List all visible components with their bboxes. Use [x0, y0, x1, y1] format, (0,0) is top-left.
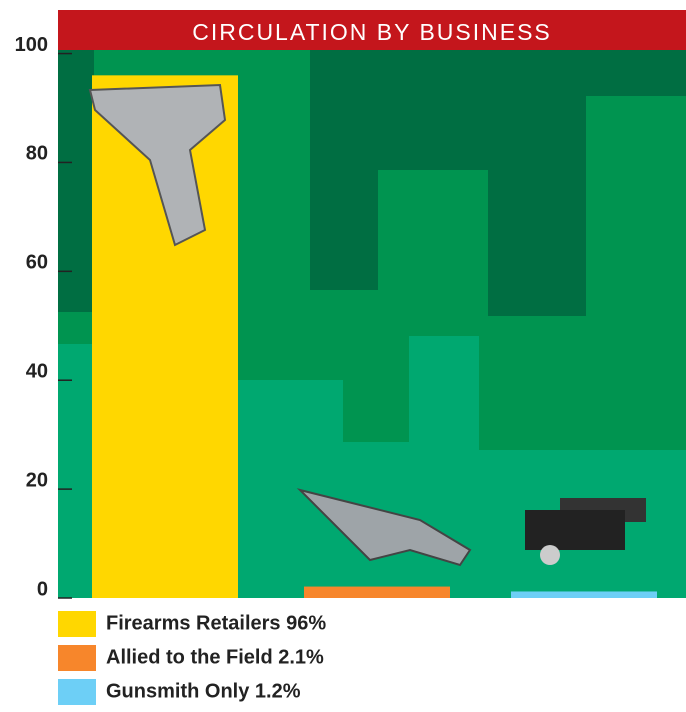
- y-tick-label: 80: [26, 143, 48, 165]
- legend-swatch: [58, 679, 96, 705]
- legend-label: Gunsmith Only 1.2%: [106, 680, 301, 702]
- bar: [304, 587, 450, 598]
- legend-label: Firearms Retailers 96%: [106, 612, 326, 634]
- y-tick-label: 40: [26, 361, 48, 383]
- chart: CIRCULATION BY BUSINESS 0 20 40 60 80 100 Fire…: [0, 0, 686, 707]
- y-tick-label: 0: [37, 578, 48, 600]
- y-tick-label: 100: [15, 34, 48, 56]
- legend-swatch: [58, 645, 96, 671]
- page: {"chart_data": {"type": "bar", "title": …: [0, 0, 686, 712]
- chart-title: CIRCULATION BY BUSINESS: [192, 19, 552, 45]
- y-tick-label: 20: [26, 469, 48, 491]
- legend-swatch: [58, 611, 96, 637]
- bar: [511, 591, 657, 598]
- y-tick-label: 60: [26, 252, 48, 274]
- legend-label: Allied to the Field 2.1%: [106, 646, 324, 668]
